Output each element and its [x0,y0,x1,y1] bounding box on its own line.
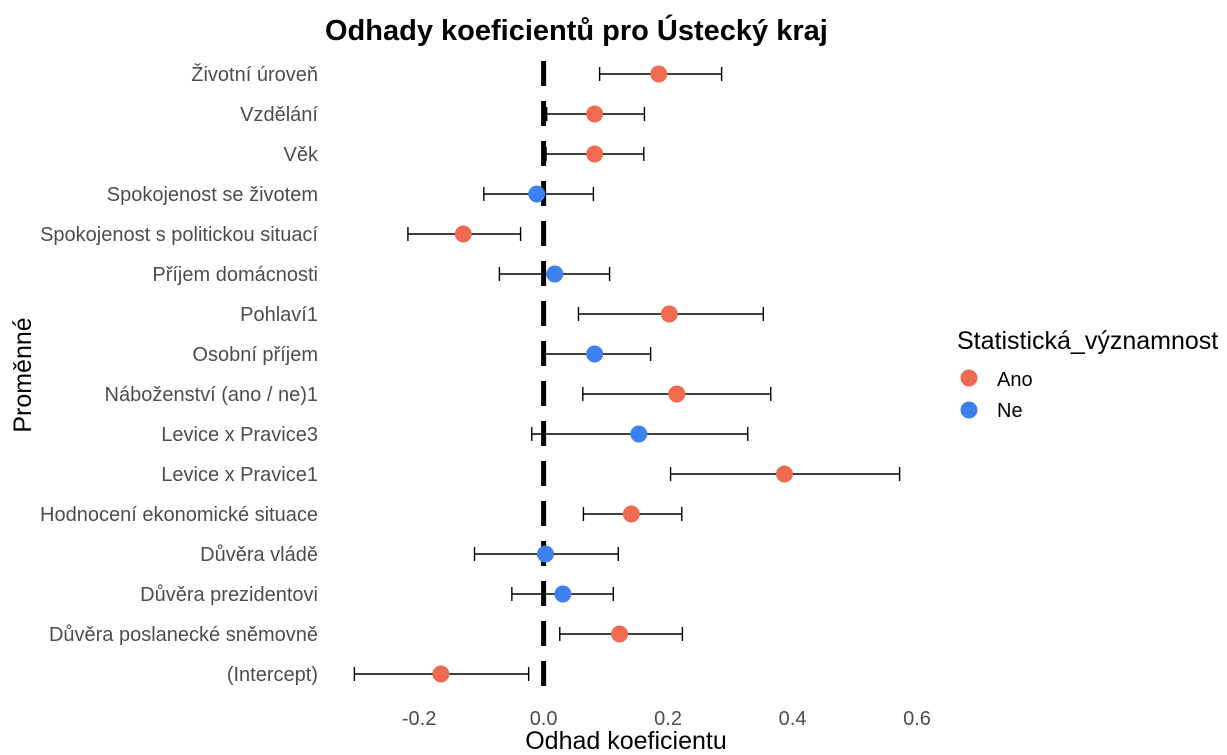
y-axis-tick-labels: Životní úroveň Vzdělání Věk Spokojenost se … [40,63,319,686]
legend-label-ne: Ne [997,400,1023,422]
estimate-point [611,625,629,643]
category-label: Levice x Pravice1 [161,464,318,486]
plot-panel [353,61,901,697]
y-axis-title: Proměnné [9,317,37,432]
category-label: Důvěra poslanecké sněmovně [49,624,318,646]
x-tick-label: -0.2 [402,708,436,730]
estimate-point [622,505,640,523]
legend-key-ano [960,369,978,387]
category-label: Důvěra vládě [200,544,318,566]
x-tick-label: 0.4 [779,708,807,730]
category-label: Životní úroveň [191,63,318,86]
category-label: Náboženství (ano / ne)1 [105,384,318,406]
estimate-point [630,425,648,443]
estimate-point [660,305,678,323]
category-label: Vzdělání [240,104,318,126]
category-label: Pohlaví1 [240,304,318,326]
point-layer [432,65,793,683]
estimate-point [586,345,604,363]
category-label: Spokojenost se životem [107,184,318,206]
legend: Statistická_významnost Ano Ne [957,327,1218,422]
estimate-point [454,225,472,243]
x-tick-label: 0.2 [654,708,682,730]
estimate-point [528,185,546,203]
category-label: Hodnocení ekonomické situace [40,504,318,526]
category-label: Důvěra prezidentovi [140,584,318,606]
legend-key-ne [960,401,978,419]
chart-title: Odhady koeficientů pro Ústecký kraj [325,13,828,47]
estimate-point [536,545,554,563]
x-tick-label: 0.6 [903,708,931,730]
category-label: Levice x Pravice3 [161,424,318,446]
x-tick-label: 0.0 [530,708,558,730]
category-label: (Intercept) [227,664,318,686]
estimate-point [586,145,604,163]
legend-title: Statistická_významnost [957,327,1218,355]
estimate-point [432,665,450,683]
category-label: Spokojenost s politickou situací [40,224,318,246]
estimate-point [775,465,793,483]
x-axis-tick-labels: -0.2 0.0 0.2 0.4 0.6 [402,708,931,730]
category-label: Věk [284,144,319,166]
estimate-point [586,105,604,123]
estimate-point [546,265,564,283]
estimate-point [650,65,668,83]
estimate-point [554,585,572,603]
estimate-point [668,385,686,403]
legend-label-ano: Ano [997,369,1033,391]
category-label: Osobní příjem [192,344,318,366]
x-axis-title: Odhad koeficientu [525,727,727,755]
category-label: Příjem domácnosti [152,264,318,286]
